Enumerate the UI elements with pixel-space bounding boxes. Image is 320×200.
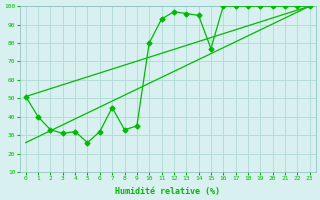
X-axis label: Humidité relative (%): Humidité relative (%) <box>115 187 220 196</box>
